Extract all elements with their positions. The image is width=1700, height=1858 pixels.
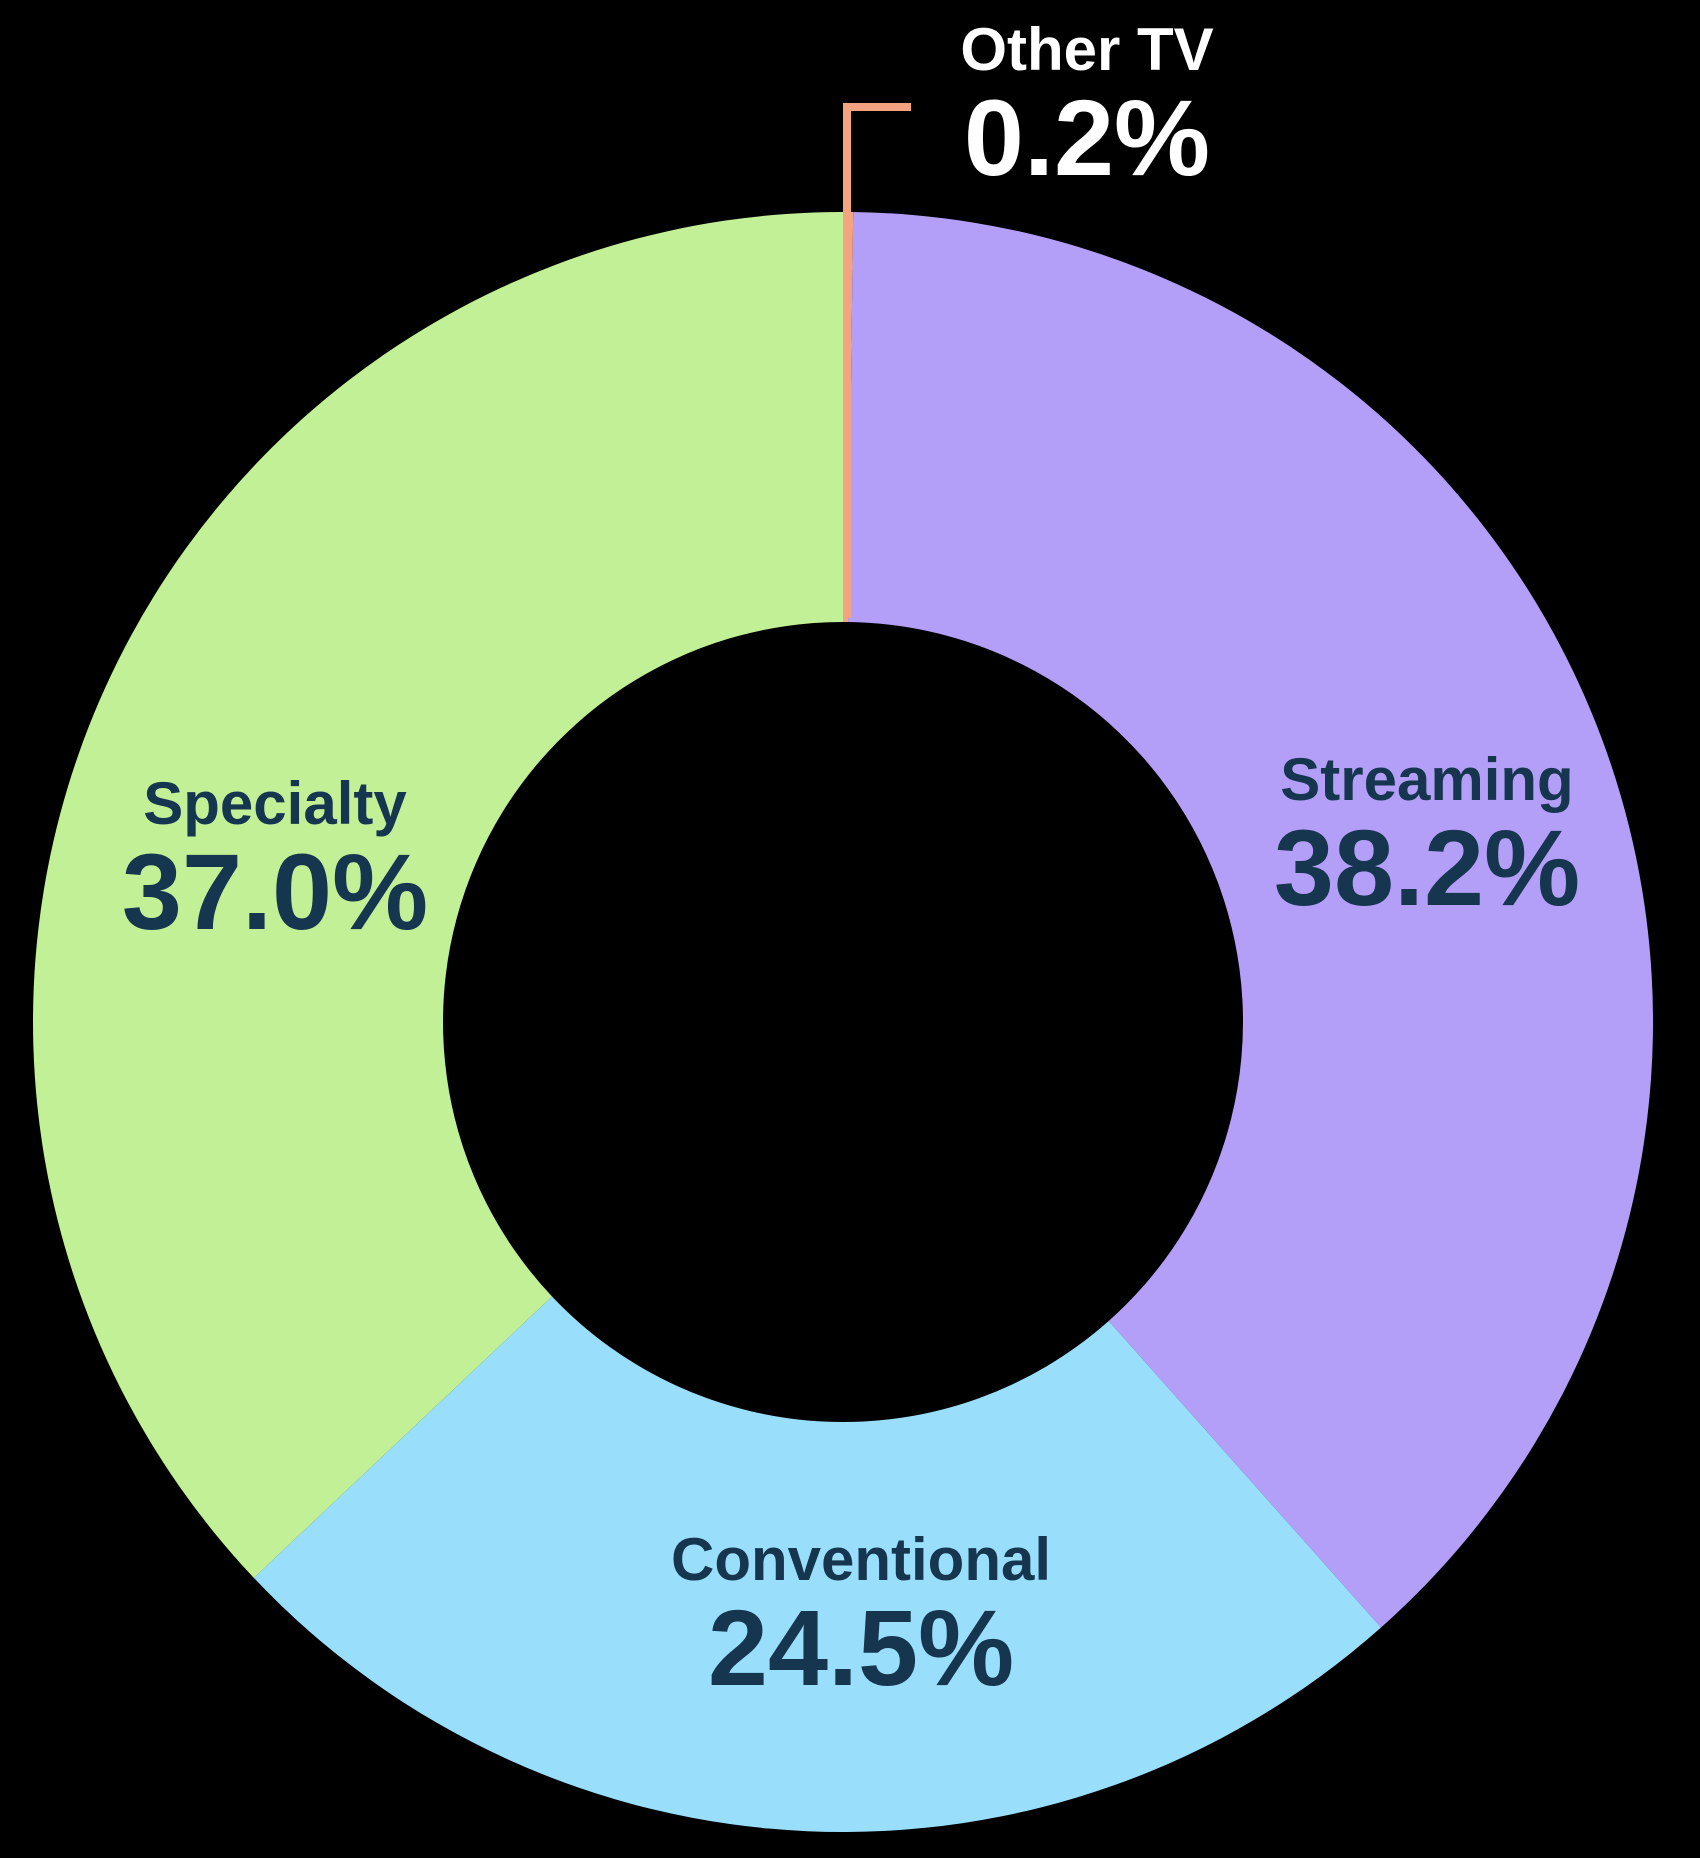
label-specialty: Specialty 37.0%	[121, 769, 429, 952]
label-conventional: Conventional 24.5%	[670, 1525, 1052, 1708]
label-other-tv: Other TV 0.2%	[960, 15, 1214, 198]
segment-value-other-tv: 0.2%	[963, 77, 1211, 198]
slice-streaming	[848, 212, 1654, 1628]
label-streaming: Streaming 38.2%	[1273, 745, 1581, 928]
segment-name-streaming: Streaming	[1280, 746, 1574, 813]
segment-name-other-tv: Other TV	[960, 16, 1214, 83]
segment-value-streaming: 38.2%	[1273, 807, 1581, 928]
segment-name-conventional: Conventional	[670, 1526, 1052, 1593]
segment-value-conventional: 24.5%	[707, 1587, 1015, 1708]
other-tv-leader-line	[843, 103, 911, 618]
segment-name-specialty: Specialty	[143, 770, 407, 837]
segment-value-specialty: 37.0%	[121, 831, 429, 952]
slice-conventional	[253, 1296, 1382, 1832]
donut-slices	[32, 211, 1654, 1832]
slice-specialty	[32, 212, 843, 1578]
